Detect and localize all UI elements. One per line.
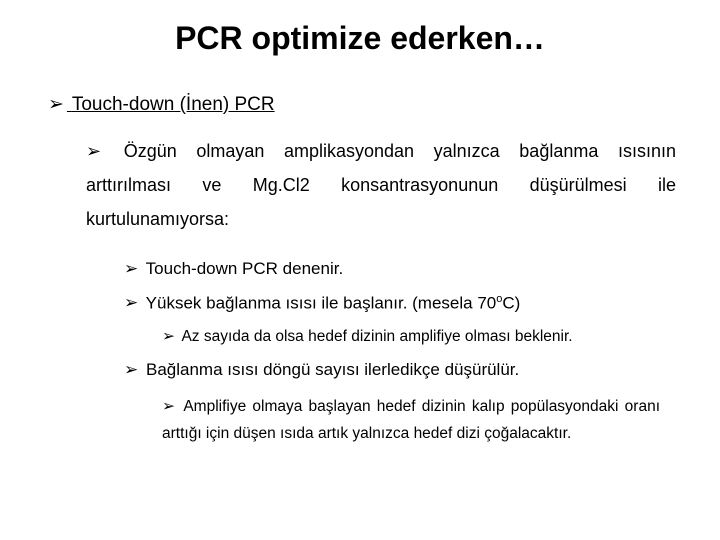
level3-text-prefix: Yüksek bağlanma ısısı ile başlanır. (mes… xyxy=(146,293,497,312)
level1-text: Touch-down (İnen) PCR xyxy=(72,94,275,115)
bullet-icon: ➢ xyxy=(162,327,175,346)
level3-text-suffix: C) xyxy=(502,293,520,312)
level4-item: ➢ Amplifiye olmaya başlayan hedef dizini… xyxy=(162,394,680,447)
level1-item: ➢ Touch-down (İnen) PCR xyxy=(48,93,680,116)
level2-subscript: 2 xyxy=(300,175,310,195)
level3-item: ➢ Touch-down PCR denenir. xyxy=(124,259,680,279)
bullet-icon: ➢ xyxy=(86,134,101,168)
bullet-icon: ➢ xyxy=(48,93,64,116)
level4-text: Amplifiye olmaya başlayan hedef dizinin … xyxy=(162,398,660,441)
level4-item: ➢ Az sayıda da olsa hedef dizinin amplif… xyxy=(162,327,680,346)
bullet-icon: ➢ xyxy=(124,360,138,380)
slide-title: PCR optimize ederken… xyxy=(40,20,680,57)
level3-text: Touch-down PCR denenir. xyxy=(146,259,344,278)
level3-item: ➢ Yüksek bağlanma ısısı ile başlanır. (m… xyxy=(124,293,680,314)
bullet-icon: ➢ xyxy=(124,259,138,279)
bullet-icon: ➢ xyxy=(162,394,175,420)
level4-text: Az sayıda da olsa hedef dizinin amplifiy… xyxy=(181,328,572,345)
level3-text: Bağlanma ısısı döngü sayısı ilerledikçe … xyxy=(146,360,519,379)
level3-item: ➢ Bağlanma ısısı döngü sayısı ilerledikç… xyxy=(124,360,680,380)
level2-item: ➢ Özgün olmayan amplikasyondan yalnızca … xyxy=(86,134,680,237)
bullet-icon: ➢ xyxy=(124,293,138,313)
